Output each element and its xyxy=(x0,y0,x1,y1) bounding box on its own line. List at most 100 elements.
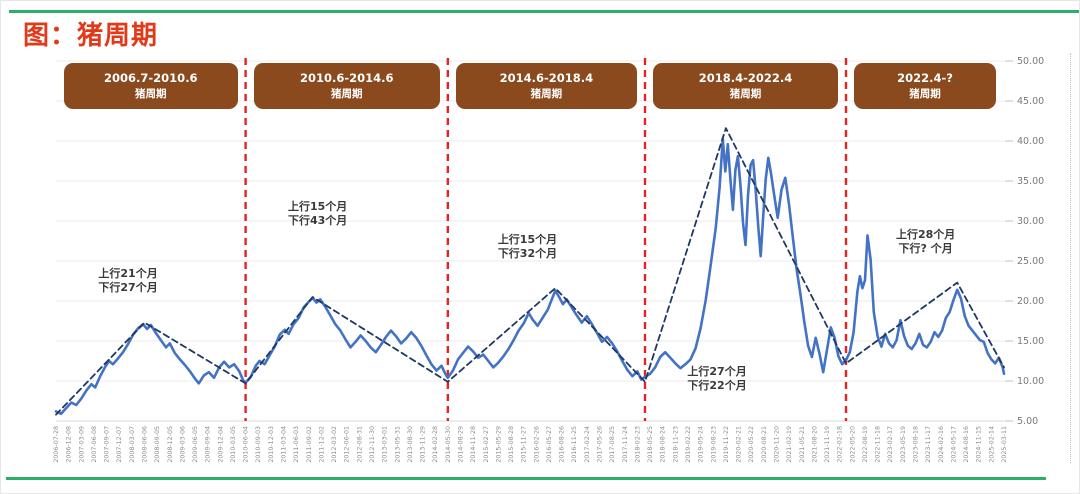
x-tick-label: 2015-08-28 xyxy=(508,426,515,463)
x-tick-label: 2014-11-28 xyxy=(470,426,477,463)
page-title: 图：猪周期 xyxy=(23,21,159,51)
x-tick-label: 2016-11-25 xyxy=(571,426,578,463)
x-tick-label: 2017-08-25 xyxy=(609,426,616,463)
y-tick-label: 40.00 xyxy=(1017,136,1044,147)
x-tick-label: 2007-12-07 xyxy=(116,426,123,463)
x-tick-label: 2009-06-05 xyxy=(192,426,199,463)
x-tick-label: 2011-06-03 xyxy=(293,426,300,463)
x-tick-label: 2007-09-07 xyxy=(104,426,111,463)
x-tick-label: 2018-02-23 xyxy=(634,426,641,463)
y-tick-label: 25.00 xyxy=(1017,256,1044,267)
x-tick-label: 2024-05-17 xyxy=(950,426,957,463)
x-tick-label: 2007-03-09 xyxy=(78,426,85,463)
x-tick-label: 2019-02-22 xyxy=(685,426,692,463)
bottom-green-rule xyxy=(6,477,1046,480)
cycle-annotation: 上行21个月 下行27个月 xyxy=(98,267,158,294)
x-tick-label: 2015-05-29 xyxy=(495,426,502,463)
x-tick-label: 2018-05-25 xyxy=(647,426,654,463)
x-tick-label: 2011-03-04 xyxy=(281,426,288,463)
x-tick-label: 2021-02-19 xyxy=(786,426,793,463)
top-green-rule xyxy=(9,10,1079,13)
x-tick-label: 2013-05-31 xyxy=(394,426,401,463)
x-tick-label: 2016-05-27 xyxy=(546,426,553,463)
x-tick-label: 2016-08-26 xyxy=(559,426,566,463)
x-tick-label: 2014-08-29 xyxy=(457,426,464,463)
x-tick-label: 2021-05-21 xyxy=(799,426,806,463)
x-tick-label: 2019-11-22 xyxy=(723,426,730,463)
x-tick-label: 2017-05-26 xyxy=(597,426,604,463)
cycle-annotation: 上行28个月 下行? 个月 xyxy=(895,227,956,255)
x-tick-label: 2018-08-24 xyxy=(660,426,667,463)
cycle-box: 2018.4-2022.4 猪周期 xyxy=(653,63,838,109)
x-tick-label: 2006-12-08 xyxy=(66,426,73,463)
x-tick-label: 2019-08-23 xyxy=(710,426,717,463)
x-tick-label: 2024-08-16 xyxy=(963,426,970,463)
x-tick-label: 2008-12-05 xyxy=(167,426,174,463)
x-tick-label: 2022-11-18 xyxy=(875,426,882,463)
x-tick-label: 2009-03-06 xyxy=(179,426,186,463)
cycle-box: 2022.4-? 猪周期 xyxy=(854,63,996,109)
x-tick-label: 2020-11-20 xyxy=(773,426,780,463)
cycle-label: 猪周期 xyxy=(330,87,363,100)
trend-dashed-line xyxy=(55,127,1005,416)
x-tick-label: 2020-02-21 xyxy=(736,426,743,463)
cycle-annotation: 上行15个月 下行43个月 xyxy=(287,199,348,227)
x-tick-label: 2012-11-30 xyxy=(369,426,376,463)
cycle-label: 猪周期 xyxy=(135,87,167,100)
x-tick-label: 2019-05-24 xyxy=(698,426,705,463)
right-edge-dotted-line xyxy=(1070,53,1071,463)
y-tick-label: 20.00 xyxy=(1017,296,1044,307)
y-tick-label: 5.00 xyxy=(1017,416,1038,427)
x-tick-label: 2013-11-29 xyxy=(420,426,427,463)
price-line xyxy=(54,137,1006,416)
x-tick-label: 2024-11-15 xyxy=(976,426,983,463)
x-tick-label: 2009-12-04 xyxy=(217,426,224,463)
cycle-annotation: 上行15个月 下行32个月 xyxy=(497,232,558,260)
x-tick-label: 2012-06-01 xyxy=(344,426,351,463)
x-tick-label: 2007-06-08 xyxy=(91,426,98,463)
x-tick-label: 2012-08-31 xyxy=(356,426,363,463)
cycle-label: 猪周期 xyxy=(909,87,941,100)
x-tick-label: 2010-06-04 xyxy=(243,426,250,463)
y-tick-label: 30.00 xyxy=(1017,216,1044,227)
x-tick-label: 2021-08-20 xyxy=(811,426,818,463)
y-tick-label: 45.00 xyxy=(1017,96,1044,107)
x-tick-label: 2014-05-30 xyxy=(445,426,452,463)
cycle-box: 2006.7-2010.6 猪周期 xyxy=(64,63,238,109)
y-tick-label: 50.00 xyxy=(1017,56,1044,67)
x-tick-label: 2021-11-19 xyxy=(824,426,831,463)
x-tick-label: 2020-05-22 xyxy=(748,426,755,463)
cycle-range: 2022.4-? xyxy=(897,71,953,86)
x-tick-label: 2008-03-07 xyxy=(129,426,136,463)
cycle-annotation: 上行27个月 下行22个月 xyxy=(687,364,747,392)
x-tick-label: 2025-03-11 xyxy=(1001,426,1008,463)
x-tick-label: 2023-11-17 xyxy=(925,426,932,463)
x-tick-label: 2008-06-06 xyxy=(141,426,148,463)
cycle-range: 2018.4-2022.4 xyxy=(698,71,793,86)
x-tick-label: 2015-11-27 xyxy=(521,426,528,463)
cycle-label: 猪周期 xyxy=(530,87,563,100)
x-tick-label: 2010-12-03 xyxy=(268,426,275,463)
x-tick-label: 2011-12-02 xyxy=(318,426,325,463)
y-tick-label: 10.00 xyxy=(1017,376,1044,387)
cycle-box: 2010.6-2014.6 猪周期 xyxy=(253,63,440,109)
x-tick-label: 2014-02-28 xyxy=(432,426,439,463)
x-tick-label: 2025-02-14 xyxy=(988,426,995,463)
x-tick-label: 2020-08-21 xyxy=(761,426,768,463)
x-tick-label: 2010-09-03 xyxy=(255,426,262,463)
x-tick-label: 2011-09-02 xyxy=(306,426,313,463)
x-tick-label: 2017-11-24 xyxy=(622,426,629,463)
x-tick-label: 2012-03-02 xyxy=(331,426,338,463)
x-tick-label: 2013-03-01 xyxy=(382,426,389,463)
x-tick-label: 2016-02-26 xyxy=(533,426,540,463)
x-tick-label: 2006-07-28 xyxy=(53,426,60,463)
x-tick-label: 2009-09-04 xyxy=(205,426,212,463)
x-tick-label: 2023-05-19 xyxy=(900,426,907,463)
x-tick-label: 2023-08-18 xyxy=(913,426,920,463)
cycle-label: 猪周期 xyxy=(729,87,762,100)
y-tick-label: 35.00 xyxy=(1017,176,1044,187)
x-tick-label: 2015-02-27 xyxy=(483,426,490,463)
x-tick-label: 2017-02-24 xyxy=(584,426,591,463)
